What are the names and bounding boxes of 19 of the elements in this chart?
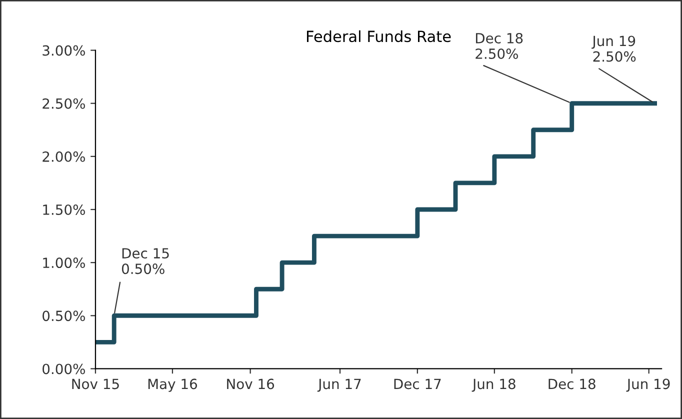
chart-title: Federal Funds Rate bbox=[306, 30, 451, 42]
y-tick-label: 1.00% bbox=[43, 258, 85, 268]
y-tick-label: 1.50% bbox=[43, 204, 85, 215]
x-tick-label: Nov 16 bbox=[227, 378, 274, 390]
annotation: Dec 15 0.50% bbox=[122, 248, 169, 274]
x-tick-label: Jun 18 bbox=[472, 378, 516, 392]
x-tick-label: May 16 bbox=[148, 378, 198, 392]
y-tick-label: 2.00% bbox=[42, 151, 85, 162]
annotation: Jun 19 2.50% bbox=[592, 36, 636, 62]
x-tick-label: Nov 15 bbox=[72, 378, 119, 390]
y-tick-label: 0.00% bbox=[42, 364, 85, 374]
x-tick-label: Jun 17 bbox=[317, 378, 361, 392]
annotation: Dec 18 2.50% bbox=[476, 32, 523, 59]
x-tick-label: Dec 17 bbox=[394, 378, 441, 390]
y-tick-label: 3.00% bbox=[42, 45, 85, 56]
y-tick-label: 2.50% bbox=[42, 98, 85, 109]
x-tick-label: Jun 19 bbox=[626, 378, 670, 392]
x-tick-label: Dec 18 bbox=[548, 378, 596, 390]
y-tick-label: 0.50% bbox=[42, 310, 85, 322]
